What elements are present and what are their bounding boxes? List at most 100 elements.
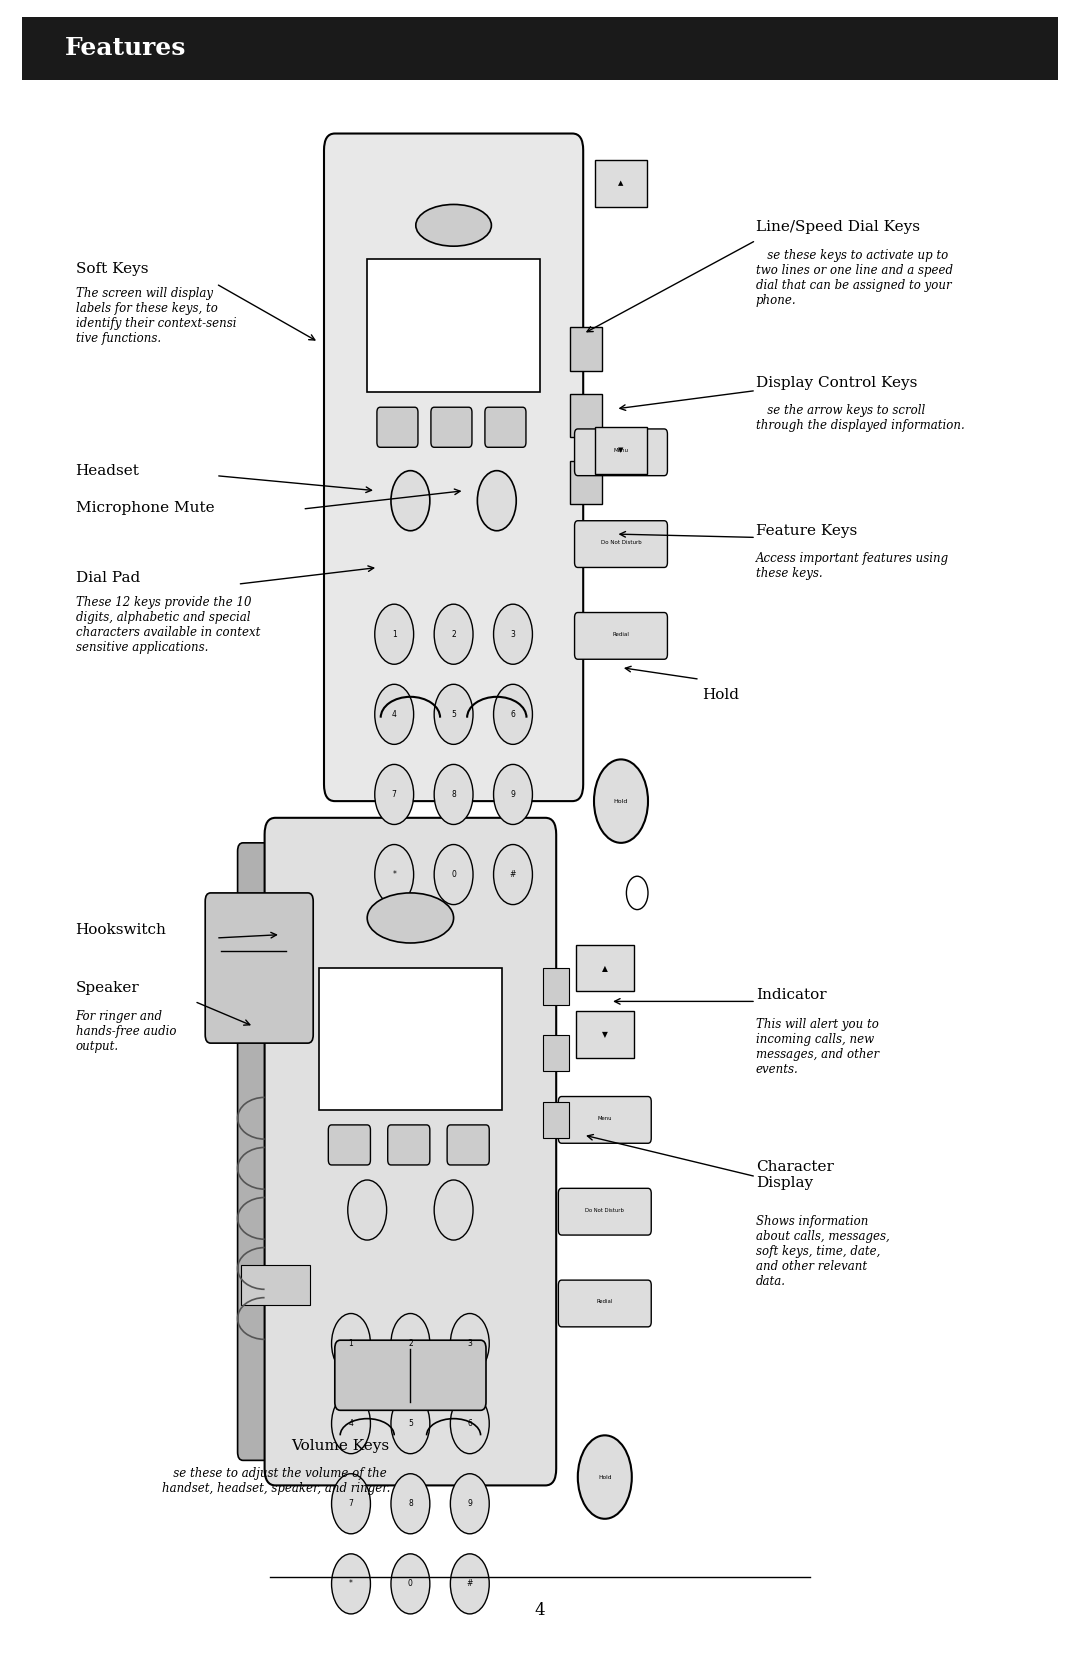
- FancyBboxPatch shape: [22, 17, 1058, 80]
- Text: ▲: ▲: [619, 180, 623, 187]
- Text: The screen will display
labels for these keys, to
identify their context-sensi
t: The screen will display labels for these…: [76, 287, 237, 345]
- FancyBboxPatch shape: [595, 160, 647, 207]
- FancyBboxPatch shape: [575, 521, 667, 567]
- Text: se the arrow keys to scroll
through the displayed information.: se the arrow keys to scroll through the …: [756, 404, 964, 432]
- Text: 3: 3: [511, 629, 515, 639]
- Circle shape: [494, 684, 532, 744]
- Text: Speaker: Speaker: [76, 981, 139, 995]
- Text: Line/Speed Dial Keys: Line/Speed Dial Keys: [756, 220, 920, 234]
- Circle shape: [375, 604, 414, 664]
- Text: Soft Keys: Soft Keys: [76, 262, 148, 275]
- Text: These 12 keys provide the 10
digits, alphabetic and special
characters available: These 12 keys provide the 10 digits, alp…: [76, 596, 260, 654]
- Text: Feature Keys: Feature Keys: [756, 524, 858, 537]
- Text: 4: 4: [535, 1602, 545, 1619]
- Text: 3: 3: [468, 1339, 472, 1349]
- FancyBboxPatch shape: [543, 1035, 569, 1071]
- Circle shape: [332, 1314, 370, 1374]
- Circle shape: [375, 684, 414, 744]
- FancyBboxPatch shape: [319, 968, 502, 1110]
- Circle shape: [332, 1554, 370, 1614]
- Circle shape: [578, 1435, 632, 1519]
- Circle shape: [434, 764, 473, 824]
- Text: Hold: Hold: [598, 1475, 611, 1479]
- FancyBboxPatch shape: [543, 968, 569, 1005]
- FancyBboxPatch shape: [558, 1097, 651, 1143]
- FancyBboxPatch shape: [576, 945, 634, 991]
- Text: *: *: [349, 1579, 353, 1589]
- Circle shape: [494, 604, 532, 664]
- Circle shape: [434, 684, 473, 744]
- Text: #: #: [510, 870, 516, 880]
- Circle shape: [477, 471, 516, 531]
- FancyBboxPatch shape: [595, 427, 647, 474]
- Text: Hold: Hold: [613, 799, 629, 803]
- FancyBboxPatch shape: [543, 1102, 569, 1138]
- FancyBboxPatch shape: [377, 407, 418, 447]
- Text: *: *: [392, 870, 396, 880]
- Text: ▼: ▼: [619, 447, 623, 454]
- Text: Hookswitch: Hookswitch: [76, 923, 166, 936]
- Text: 0: 0: [408, 1579, 413, 1589]
- Text: 2: 2: [451, 629, 456, 639]
- Ellipse shape: [367, 893, 454, 943]
- FancyBboxPatch shape: [485, 407, 526, 447]
- Text: Do Not Disturb: Do Not Disturb: [600, 541, 642, 544]
- Circle shape: [391, 471, 430, 531]
- Text: 9: 9: [511, 789, 515, 799]
- Text: ▼: ▼: [602, 1030, 608, 1040]
- Circle shape: [434, 604, 473, 664]
- Circle shape: [375, 845, 414, 905]
- FancyBboxPatch shape: [241, 1265, 310, 1305]
- FancyBboxPatch shape: [570, 394, 602, 437]
- Ellipse shape: [416, 205, 491, 247]
- Text: 5: 5: [408, 1419, 413, 1429]
- Circle shape: [450, 1554, 489, 1614]
- Text: se these keys to activate up to
two lines or one line and a speed
dial that can : se these keys to activate up to two line…: [756, 249, 953, 307]
- Text: Features: Features: [65, 37, 186, 60]
- FancyBboxPatch shape: [265, 818, 556, 1485]
- FancyBboxPatch shape: [205, 893, 313, 1043]
- Circle shape: [450, 1394, 489, 1454]
- FancyBboxPatch shape: [447, 1125, 489, 1165]
- Text: 9: 9: [468, 1499, 472, 1509]
- Circle shape: [626, 876, 648, 910]
- FancyBboxPatch shape: [570, 327, 602, 371]
- Text: Volume Keys: Volume Keys: [292, 1439, 390, 1452]
- Text: Menu: Menu: [597, 1117, 612, 1120]
- Text: Dial Pad: Dial Pad: [76, 571, 139, 584]
- Circle shape: [391, 1314, 430, 1374]
- Text: Display Control Keys: Display Control Keys: [756, 376, 917, 389]
- Circle shape: [594, 759, 648, 843]
- Text: 0: 0: [451, 870, 456, 880]
- Text: Microphone Mute: Microphone Mute: [76, 501, 214, 514]
- Text: 5: 5: [451, 709, 456, 719]
- FancyBboxPatch shape: [367, 259, 540, 392]
- FancyBboxPatch shape: [558, 1280, 651, 1327]
- Text: 4: 4: [349, 1419, 353, 1429]
- Circle shape: [494, 764, 532, 824]
- Text: Shows information
about calls, messages,
soft keys, time, date,
and other releva: Shows information about calls, messages,…: [756, 1215, 890, 1288]
- FancyBboxPatch shape: [431, 407, 472, 447]
- FancyBboxPatch shape: [575, 429, 667, 476]
- Circle shape: [450, 1314, 489, 1374]
- Text: Do Not Disturb: Do Not Disturb: [585, 1208, 624, 1212]
- Text: 6: 6: [468, 1419, 472, 1429]
- Text: 7: 7: [392, 789, 396, 799]
- Text: Indicator: Indicator: [756, 988, 826, 1001]
- FancyBboxPatch shape: [558, 1188, 651, 1235]
- FancyBboxPatch shape: [576, 1011, 634, 1058]
- Text: ▲: ▲: [602, 963, 608, 973]
- FancyBboxPatch shape: [388, 1125, 430, 1165]
- Text: se these to adjust the volume of the
handset, headset, speaker, and ringer.: se these to adjust the volume of the han…: [162, 1467, 390, 1495]
- FancyBboxPatch shape: [570, 461, 602, 504]
- Text: 7: 7: [349, 1499, 353, 1509]
- FancyBboxPatch shape: [335, 1340, 486, 1410]
- Text: Menu: Menu: [613, 449, 629, 452]
- Circle shape: [391, 1554, 430, 1614]
- Text: Access important features using
these keys.: Access important features using these ke…: [756, 552, 949, 581]
- Circle shape: [348, 1180, 387, 1240]
- Circle shape: [450, 1474, 489, 1534]
- Text: For ringer and
hands-free audio
output.: For ringer and hands-free audio output.: [76, 1010, 176, 1053]
- Circle shape: [434, 845, 473, 905]
- Text: 8: 8: [451, 789, 456, 799]
